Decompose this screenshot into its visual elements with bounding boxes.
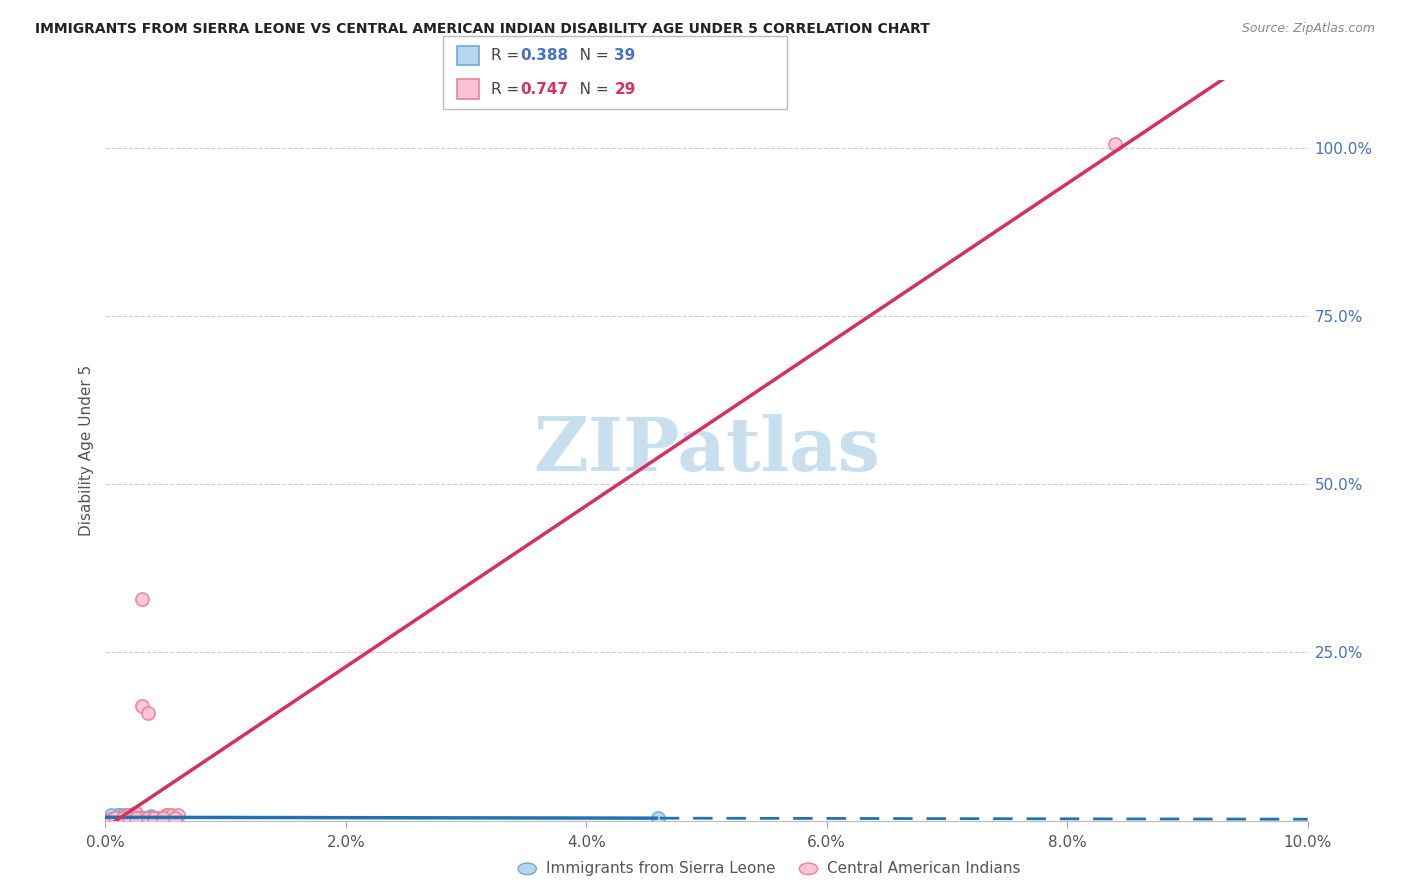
Point xyxy=(124,811,146,825)
Text: IMMIGRANTS FROM SIERRA LEONE VS CENTRAL AMERICAN INDIAN DISABILITY AGE UNDER 5 C: IMMIGRANTS FROM SIERRA LEONE VS CENTRAL … xyxy=(35,22,929,37)
Text: ZIPatlas: ZIPatlas xyxy=(533,414,880,487)
Point xyxy=(148,811,170,825)
Point xyxy=(107,811,129,825)
Point xyxy=(112,811,135,825)
Point xyxy=(136,706,159,720)
Point xyxy=(155,808,177,822)
Point xyxy=(165,811,187,825)
Point xyxy=(115,811,138,825)
Point xyxy=(118,811,141,825)
Point xyxy=(132,811,155,825)
Point xyxy=(142,811,165,825)
Point xyxy=(118,807,141,822)
Point xyxy=(121,811,143,825)
Point xyxy=(131,811,153,825)
Point xyxy=(100,812,122,826)
Point xyxy=(107,808,129,822)
Point xyxy=(128,811,150,825)
Point xyxy=(124,811,146,825)
Text: Immigrants from Sierra Leone: Immigrants from Sierra Leone xyxy=(546,862,775,876)
Text: Central American Indians: Central American Indians xyxy=(827,862,1021,876)
Point xyxy=(104,809,127,823)
Point xyxy=(112,808,135,822)
Point xyxy=(124,811,146,825)
Point xyxy=(145,811,167,825)
Text: N =: N = xyxy=(565,81,613,96)
Point xyxy=(104,811,127,825)
Point xyxy=(152,811,174,825)
Point xyxy=(104,811,127,825)
Point xyxy=(108,811,131,825)
Point xyxy=(131,591,153,606)
Point xyxy=(124,805,146,820)
Point xyxy=(128,811,150,825)
Point xyxy=(107,811,129,825)
Point xyxy=(115,808,138,822)
Text: N =: N = xyxy=(565,48,613,63)
Point xyxy=(152,811,174,825)
Point xyxy=(145,811,167,825)
Point xyxy=(142,811,165,825)
Point xyxy=(108,808,131,822)
Point xyxy=(136,811,159,825)
Point xyxy=(115,811,138,825)
Point xyxy=(104,811,127,825)
Point xyxy=(100,807,122,822)
Point xyxy=(115,807,138,822)
Point xyxy=(148,811,170,825)
Point xyxy=(112,811,135,825)
Point xyxy=(136,811,159,825)
Point xyxy=(107,811,129,825)
Point xyxy=(166,808,188,822)
Point xyxy=(136,811,159,825)
Point xyxy=(118,808,141,822)
Point xyxy=(160,808,183,822)
Point xyxy=(112,811,135,825)
Y-axis label: Disability Age Under 5: Disability Age Under 5 xyxy=(79,365,94,536)
Text: 29: 29 xyxy=(614,81,636,96)
Point xyxy=(139,811,162,825)
Text: 39: 39 xyxy=(614,48,636,63)
Point xyxy=(112,811,135,825)
Point xyxy=(131,699,153,714)
Point xyxy=(100,812,122,826)
Point xyxy=(136,811,159,825)
Point xyxy=(104,811,127,825)
Point xyxy=(124,811,146,825)
Point xyxy=(647,811,669,825)
Point xyxy=(121,811,143,825)
Text: R =: R = xyxy=(491,81,524,96)
Point xyxy=(132,811,155,825)
Point xyxy=(156,808,179,822)
Text: Source: ZipAtlas.com: Source: ZipAtlas.com xyxy=(1241,22,1375,36)
Point xyxy=(112,811,135,825)
Text: 0.747: 0.747 xyxy=(520,81,568,96)
Point xyxy=(1104,137,1126,152)
Point xyxy=(118,811,141,825)
Point xyxy=(131,811,153,825)
Point xyxy=(139,809,162,823)
Point xyxy=(118,811,141,825)
Point xyxy=(131,811,153,825)
Text: R =: R = xyxy=(491,48,524,63)
Point xyxy=(124,808,146,822)
Text: 0.388: 0.388 xyxy=(520,48,568,63)
